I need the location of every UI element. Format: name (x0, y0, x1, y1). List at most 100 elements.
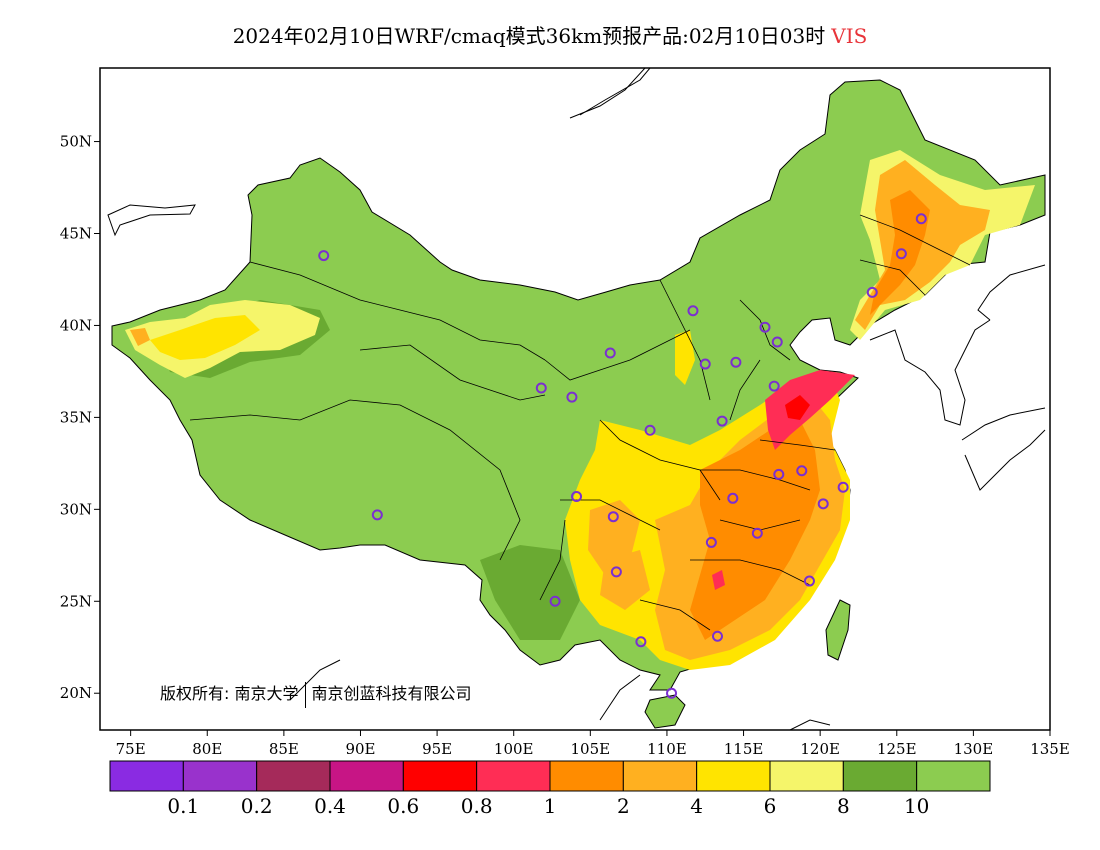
colorbar-label: 2 (617, 794, 630, 818)
station-marker (318, 250, 330, 262)
station-marker (571, 490, 583, 502)
y-tick-label: 35N (60, 408, 92, 426)
colorbar-label: 0.1 (167, 794, 199, 818)
y-tick-label: 45N (60, 225, 92, 243)
station-marker (699, 358, 711, 370)
colorbar-label: 10 (904, 794, 929, 818)
colorbar-label: 6 (764, 794, 777, 818)
x-tick-label: 135E (1030, 740, 1070, 758)
station-marker (803, 575, 815, 587)
province-boundaries (189, 214, 971, 631)
map-layers (107, 68, 1046, 730)
yellow-patch-north (675, 330, 695, 385)
coastlines (107, 68, 1046, 730)
title-main: 2024年02月10日WRF/cmaq模式36km预报产品:02月10日03时 (232, 24, 826, 48)
station-marker (687, 305, 699, 317)
y-axis: 20N 25N 30N 35N 40N 45N 50N (60, 133, 100, 702)
y-tick-label: 25N (60, 592, 92, 610)
orange-patch-guizhou (600, 550, 650, 610)
station-marker (771, 336, 783, 348)
colorbar-label: 0.4 (314, 794, 346, 818)
x-tick-label: 75E (116, 740, 146, 758)
station-marker (610, 566, 622, 578)
station-marker (607, 511, 619, 523)
variable-name: VIS (831, 24, 868, 48)
orange-patch-xinjiang (130, 328, 150, 346)
colorbar-label: 0.2 (241, 794, 273, 818)
station-marker (817, 498, 829, 510)
station-marker (759, 321, 771, 333)
station-marker (730, 356, 742, 368)
colorbar-swatch (842, 760, 918, 792)
colorbar-swatch (109, 760, 184, 792)
station-marker (635, 636, 647, 648)
colorbar-swatch (916, 760, 991, 792)
station-marker (604, 347, 616, 359)
copyright-separator (304, 681, 306, 708)
station-marker (566, 391, 578, 403)
station-marker (712, 630, 723, 642)
station-marker (549, 595, 561, 607)
x-tick-label: 90E (345, 740, 375, 758)
colorbar-label: 1 (544, 794, 557, 818)
x-tick-label: 95E (422, 740, 452, 758)
copyright-org1: 南京大学 (234, 684, 299, 703)
copyright-org2: 南京创蓝科技有限公司 (311, 684, 472, 703)
x-tick-label: 115E (724, 740, 764, 758)
x-tick-label: 85E (269, 740, 299, 758)
station-marker (535, 382, 547, 394)
colorbar-swatch (769, 760, 844, 792)
red-patch-hunan (712, 570, 725, 590)
station-marker (705, 536, 717, 548)
red-core-shandong (785, 395, 810, 420)
colorbar-label: 4 (690, 794, 703, 818)
x-tick-label: 120E (800, 740, 840, 758)
dark-green-patch (480, 545, 580, 640)
station-marker (796, 465, 808, 477)
station-marker (837, 481, 849, 493)
colorbar-label: 8 (837, 794, 850, 818)
colorbar-swatch (476, 760, 551, 792)
x-tick-label: 80E (192, 740, 222, 758)
x-tick-label: 100E (494, 740, 534, 758)
y-tick-label: 30N (60, 500, 92, 518)
station-marker (666, 687, 678, 699)
station-marker (866, 286, 878, 298)
x-axis: 75E 80E 85E 90E 95E 100E 105E 110E 115E 120E 125E 1… (116, 730, 1070, 758)
copyright-owner-label: 版权所有: (160, 684, 230, 703)
station-markers (318, 213, 927, 699)
station-marker (644, 424, 656, 436)
colorbar-swatch (182, 760, 258, 792)
colorbar-label: 0.8 (461, 794, 493, 818)
station-marker (371, 509, 383, 521)
map-frame (99, 67, 1051, 731)
copyright-notice: 版权所有: 南京大学 南京创蓝科技有限公司 (160, 680, 472, 708)
colorbar-swatch (622, 760, 698, 792)
colorbar-swatch (549, 760, 624, 792)
y-tick-label: 40N (60, 316, 92, 334)
station-marker (751, 527, 763, 539)
colorbar-swatch (402, 760, 478, 792)
station-marker (768, 380, 780, 392)
x-tick-label: 130E (954, 740, 994, 758)
colorbar-swatch (696, 760, 771, 792)
x-tick-label: 105E (571, 740, 611, 758)
station-marker (773, 468, 785, 480)
colorbar-swatch (256, 760, 331, 792)
station-marker (727, 492, 739, 504)
station-marker (915, 213, 927, 225)
colorbar: 0.1 0.2 0.4 0.6 0.8 1 2 4 6 8 10 (109, 760, 991, 818)
y-tick-label: 50N (60, 133, 92, 151)
yellow-patch-xinjiang (150, 315, 260, 360)
x-tick-label: 125E (877, 740, 917, 758)
station-marker (716, 415, 728, 427)
station-marker (895, 248, 907, 260)
colorbar-swatch (329, 760, 404, 792)
map-title: 2024年02月10日WRF/cmaq模式36km预报产品:02月10日03时 V… (0, 20, 1100, 49)
taiwan-green (825, 599, 851, 661)
orange2-patch-northeast (870, 190, 930, 315)
red-patch-shandong (765, 370, 855, 450)
x-tick-label: 110E (647, 740, 687, 758)
colorbar-label: 0.6 (387, 794, 419, 818)
